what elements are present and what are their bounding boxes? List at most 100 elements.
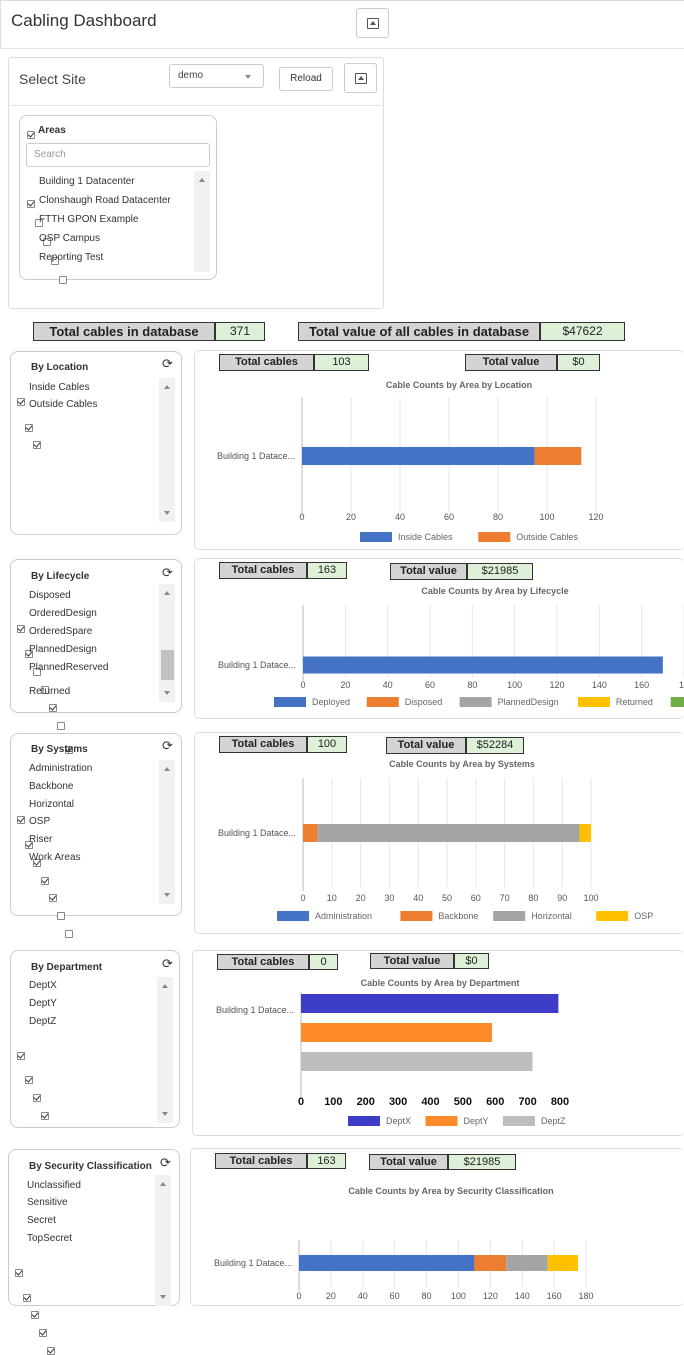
scroll-up-icon[interactable] (164, 767, 170, 771)
filter-item-label[interactable]: DeptY (29, 998, 57, 1009)
areas-scrollbar[interactable] (194, 171, 210, 272)
area-item-label[interactable]: FTTH GPON Example (39, 214, 139, 225)
filter-checkbox[interactable] (47, 1347, 55, 1355)
filter-item-label[interactable]: Unclassified (27, 1180, 81, 1191)
total-cables-label: Total cables (217, 954, 309, 970)
filter-item-label[interactable]: Horizontal (29, 799, 75, 810)
site-panel-header (8, 57, 384, 106)
area-item-label[interactable]: OSP Campus (39, 233, 100, 244)
area-checkbox[interactable] (51, 257, 59, 265)
filter-item-label[interactable]: DeptZ (29, 1016, 57, 1027)
area-item-label[interactable]: Building 1 Datacenter (39, 176, 135, 187)
filter-item-label[interactable]: OrderedDesign (29, 608, 97, 619)
area-checkbox[interactable] (35, 219, 43, 227)
filter-checkbox[interactable] (49, 704, 57, 712)
filter-item-label[interactable]: Riser (29, 834, 53, 845)
total-value-label: Total value (370, 953, 454, 969)
filter-select-all-checkbox[interactable] (15, 1269, 23, 1277)
collapse-button[interactable] (356, 8, 389, 38)
filter-item-label[interactable]: Returned (29, 686, 71, 697)
scroll-up-icon[interactable] (160, 1182, 166, 1186)
filter-checkbox[interactable] (33, 859, 41, 867)
filter-scrollbar[interactable] (157, 977, 173, 1123)
scroll-up-icon[interactable] (164, 385, 170, 389)
filter-checkbox[interactable] (41, 686, 49, 694)
filter-item-label[interactable]: TopSecret (27, 1233, 73, 1244)
filter-checkbox[interactable] (25, 1076, 33, 1084)
filter-item-label[interactable]: Outside Cables (29, 399, 98, 410)
areas-select-all-checkbox[interactable] (27, 131, 35, 139)
total-cables-value: 163 (307, 562, 347, 579)
filter-scrollbar[interactable] (159, 378, 175, 522)
area-item-label[interactable]: Clonshaugh Road Datacenter (39, 195, 171, 206)
scroll-up-icon[interactable] (164, 591, 170, 595)
filter-item-label[interactable]: OSP (29, 816, 51, 827)
scroll-up-icon[interactable] (199, 178, 205, 182)
filter-checkbox[interactable] (41, 877, 49, 885)
filter-item-label[interactable]: Work Areas (29, 852, 81, 863)
site-select[interactable]: demo (169, 64, 264, 88)
refresh-icon[interactable]: ⟳ (162, 956, 173, 971)
areas-title: Areas (38, 125, 66, 136)
scroll-thumb[interactable] (161, 650, 174, 680)
app-header (0, 0, 684, 49)
total-cables-value: 100 (307, 736, 347, 753)
area-checkbox[interactable] (43, 238, 51, 246)
filter-checkbox[interactable] (49, 894, 57, 902)
area-checkbox[interactable] (27, 200, 35, 208)
filter-checkbox[interactable] (25, 424, 33, 432)
filter-scrollbar[interactable] (155, 1175, 171, 1306)
filter-item-label[interactable]: Inside Cables (29, 382, 90, 393)
area-checkbox[interactable] (59, 276, 67, 284)
filter-item-label[interactable]: Backbone (29, 781, 74, 792)
total-cables-value: 163 (307, 1153, 346, 1169)
filter-checkbox[interactable] (39, 1329, 47, 1337)
refresh-icon[interactable]: ⟳ (162, 738, 173, 753)
filter-checkbox[interactable] (41, 1112, 49, 1120)
filter-checkbox[interactable] (33, 668, 41, 676)
filter-checkbox[interactable] (57, 912, 65, 920)
refresh-icon[interactable]: ⟳ (162, 565, 173, 580)
refresh-icon[interactable]: ⟳ (160, 1155, 171, 1170)
filter-box (10, 733, 182, 916)
filter-item-label[interactable]: Secret (27, 1215, 56, 1226)
scroll-down-icon[interactable] (164, 893, 170, 897)
total-cables-label: Total cables (219, 354, 314, 371)
filter-scrollbar[interactable] (159, 760, 175, 904)
filter-checkbox[interactable] (25, 841, 33, 849)
filter-checkbox[interactable] (65, 746, 73, 754)
filter-checkbox[interactable] (33, 1094, 41, 1102)
area-item-label[interactable]: Reporting Test (39, 252, 104, 263)
filter-checkbox[interactable] (23, 1294, 31, 1302)
filter-item-label[interactable]: Sensitive (27, 1197, 68, 1208)
filter-item-label[interactable]: DeptX (29, 980, 57, 991)
site-collapse-button[interactable] (344, 63, 377, 93)
filter-select-all-checkbox[interactable] (17, 625, 25, 633)
filter-scrollbar[interactable] (159, 584, 175, 702)
filter-item-label[interactable]: OrderedSpare (29, 626, 93, 637)
total-value-label: Total value (465, 354, 557, 371)
total-value-value: $0 (454, 953, 489, 969)
filter-select-all-checkbox[interactable] (17, 816, 25, 824)
filter-checkbox[interactable] (25, 650, 33, 658)
total-cables-label: Total cables (219, 736, 307, 753)
scroll-up-icon[interactable] (162, 984, 168, 988)
filter-item-label[interactable]: PlannedDesign (29, 644, 97, 655)
areas-search-input[interactable]: Search (26, 143, 210, 167)
filter-checkbox[interactable] (31, 1311, 39, 1319)
filter-checkbox[interactable] (33, 441, 41, 449)
filter-item-label[interactable]: PlannedReserved (29, 662, 109, 673)
filter-select-all-checkbox[interactable] (17, 1052, 25, 1060)
filter-select-all-checkbox[interactable] (17, 398, 25, 406)
reload-button[interactable]: Reload (279, 67, 333, 91)
filter-item-label[interactable]: Administration (29, 763, 93, 774)
filter-checkbox[interactable] (65, 930, 73, 938)
scroll-down-icon[interactable] (162, 1112, 168, 1116)
scroll-down-icon[interactable] (164, 511, 170, 515)
scroll-down-icon[interactable] (164, 691, 170, 695)
filter-checkbox[interactable] (57, 722, 65, 730)
refresh-icon[interactable]: ⟳ (162, 356, 173, 371)
db-total-cables-value: 371 (215, 322, 265, 341)
scroll-down-icon[interactable] (160, 1295, 166, 1299)
filter-item-label[interactable]: Disposed (29, 590, 71, 601)
